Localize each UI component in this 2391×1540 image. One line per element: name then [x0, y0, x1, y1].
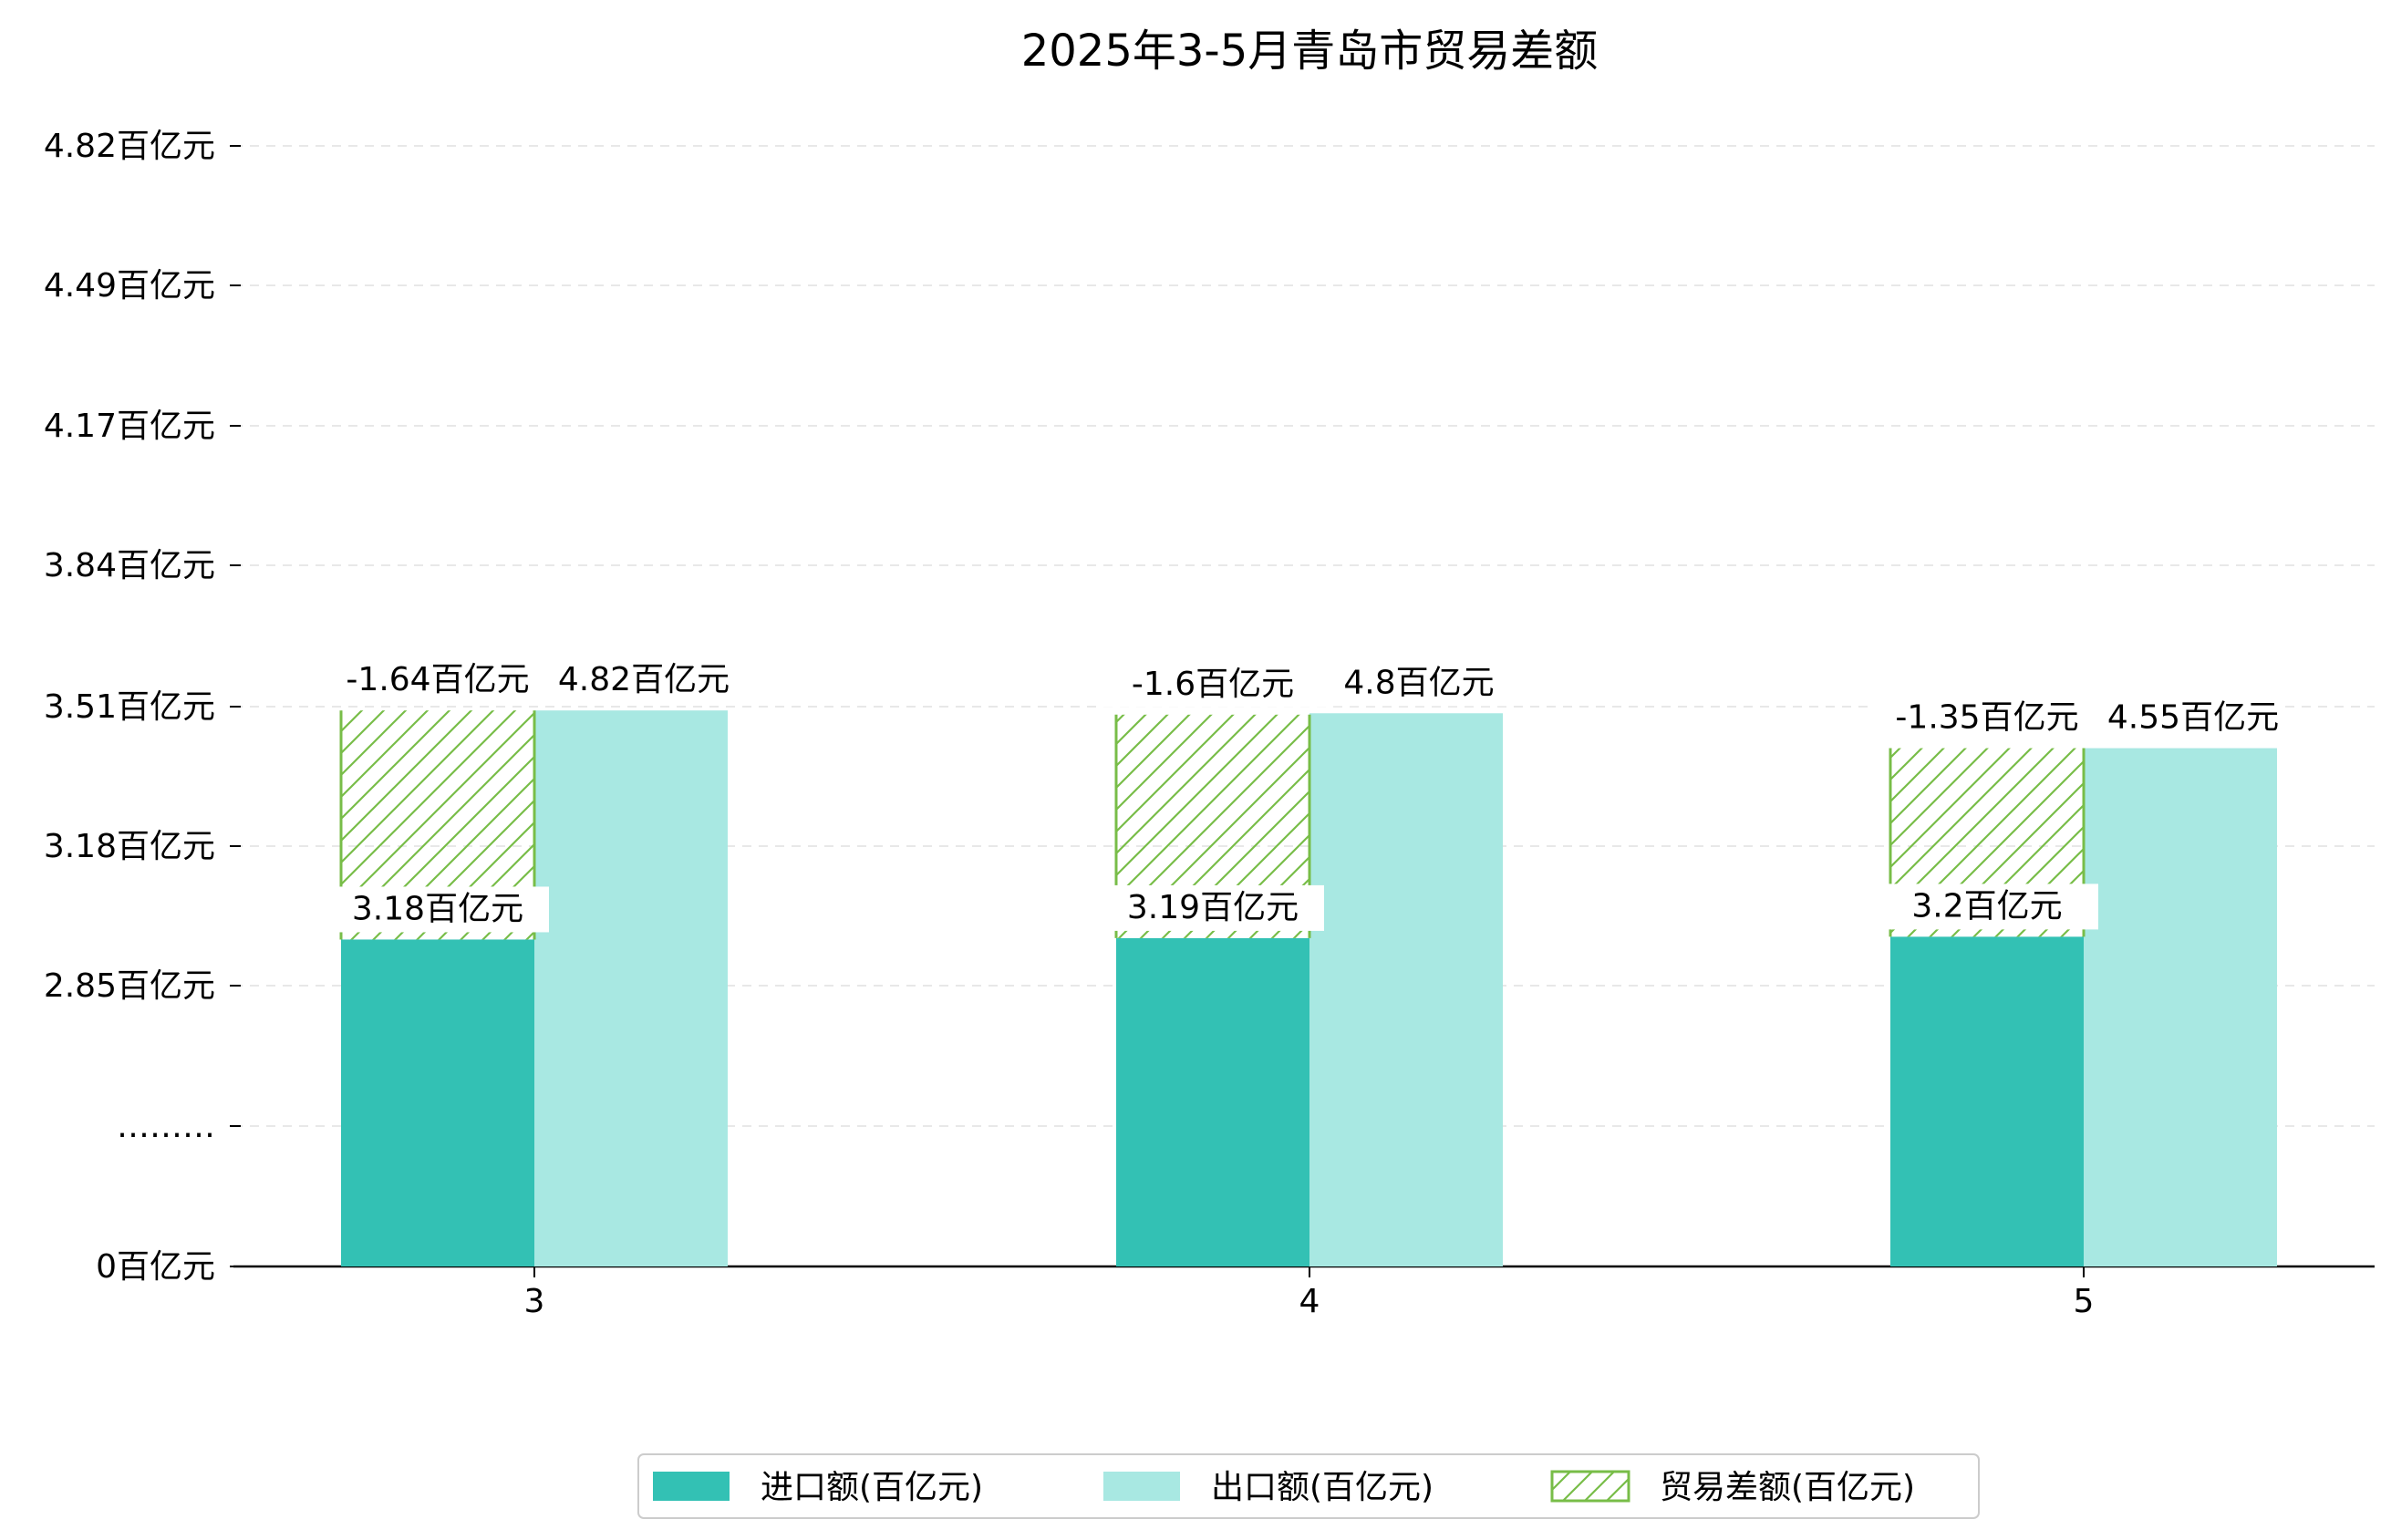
- y-tick-label: ………: [117, 1108, 215, 1145]
- legend-frame: [637, 1453, 1980, 1519]
- import-label-bg: [1883, 884, 2098, 930]
- y-tick-label: 4.17百亿元: [44, 408, 215, 445]
- bars: [339, 710, 2277, 1266]
- y-tick-label: 4.49百亿元: [44, 267, 215, 305]
- balance-label-bg: [323, 657, 553, 704]
- legend-import-label: 进口额(百亿元): [761, 1469, 983, 1506]
- import-label: 3.19百亿元: [1127, 889, 1299, 926]
- import-label: 3.2百亿元: [1911, 887, 2062, 925]
- export-label: 4.55百亿元: [2107, 699, 2279, 737]
- import-bar: [341, 939, 534, 1266]
- balance-label-bg: [1872, 695, 2102, 741]
- balance-label: -1.64百亿元: [346, 661, 529, 698]
- balance-label-bg: [1098, 661, 1328, 708]
- export-label: 4.82百亿元: [558, 661, 730, 698]
- y-tick-label: 3.51百亿元: [44, 688, 215, 726]
- legend-export-swatch: [1103, 1472, 1180, 1501]
- export-label-bg: [2089, 695, 2281, 741]
- x-tick-label: 5: [2074, 1283, 2095, 1320]
- legend-export-label: 出口额(百亿元): [1211, 1469, 1434, 1506]
- export-label: 4.8百亿元: [1343, 664, 1494, 701]
- import-bar: [1890, 936, 2084, 1266]
- export-bar: [534, 710, 728, 1266]
- balance-label: -1.35百亿元: [1895, 699, 2078, 737]
- export-label-bg: [540, 657, 731, 704]
- legend: 进口额(百亿元) 出口额(百亿元) 贸易差额(百亿元): [637, 1453, 1980, 1519]
- import-label: 3.18百亿元: [352, 890, 523, 927]
- x-tick-label: 3: [524, 1283, 545, 1320]
- legend-balance-label: 贸易差额(百亿元): [1660, 1469, 1915, 1506]
- y-axis: 0百亿元 ……… 2.85百亿元 3.18百亿元 3.51百亿元 3.84百亿元 4.17百…: [44, 128, 241, 1286]
- export-bar: [2084, 748, 2277, 1266]
- legend-balance-swatch: [1550, 1470, 1630, 1503]
- legend-import-swatch: [653, 1472, 730, 1501]
- y-tick-label: 4.82百亿元: [44, 128, 215, 165]
- balance-label: -1.6百亿元: [1132, 666, 1294, 703]
- import-label-bg: [334, 886, 549, 933]
- x-axis: 3 4 5: [233, 1265, 2375, 1320]
- export-label-bg: [1315, 660, 1506, 707]
- data-labels: 4.82百亿元 -1.64百亿元 3.18百亿元 4.8百亿元 -1.6百亿元 3.19百…: [323, 657, 2281, 933]
- y-tick-label: 3.18百亿元: [44, 828, 215, 865]
- y-tick-label: 2.85百亿元: [44, 967, 215, 1005]
- y-tick-label: 0百亿元: [96, 1248, 215, 1286]
- import-label-bg: [1109, 884, 1324, 931]
- export-bar: [1309, 713, 1503, 1266]
- chart-title: 2025年3-5月青岛市贸易差额: [1021, 26, 1599, 77]
- import-bar: [1116, 937, 1309, 1266]
- x-tick-label: 4: [1299, 1283, 1320, 1320]
- y-tick-label: 3.84百亿元: [44, 547, 215, 584]
